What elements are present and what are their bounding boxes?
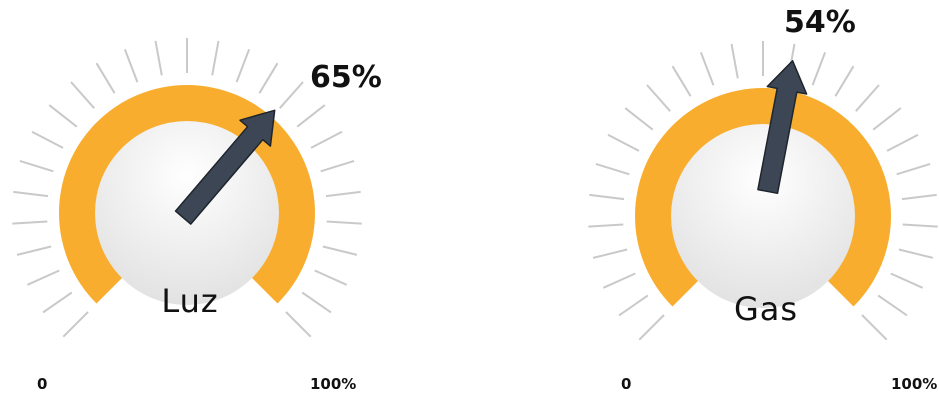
gauge-tick [855,84,880,112]
gauge-tick [902,223,938,228]
gauge-gas-ticks [588,41,938,341]
gauge-tick [123,49,139,83]
gauge-gas-value: 54% [784,5,856,40]
gauge-tick [320,159,355,173]
gauge-tick [595,162,630,176]
gauge-tick [607,133,640,152]
gauge-gas-face [671,124,855,308]
gauge-tick [19,159,54,173]
gauge-tick [624,107,654,131]
gauge-tick [901,193,937,201]
gauge-tick [326,220,362,225]
gauge-tick [872,107,902,131]
gauge-gas-label: Gas [733,290,799,328]
gauge-tick [16,245,52,256]
gauge-tick [877,294,908,317]
gauge-tick [314,269,348,286]
gauge-tick [310,130,343,149]
gauge-tick [62,311,89,338]
gauge-luz-ticks [12,38,362,338]
gauge-gas-needle-arrow-icon [757,60,808,195]
gauge-tick [70,81,95,109]
gauge-tick [592,248,628,259]
gauge-tick [699,52,715,86]
gauge-tick [861,314,888,341]
gauge-luz: Luz 65% 0 100% [0,0,382,393]
gauge-tick [890,272,924,289]
gauge-tick [886,133,919,152]
gauge-tick [13,190,49,198]
gauge-tick [325,190,361,198]
gauge-tick [31,130,64,149]
gauge-tick [811,52,827,86]
gauge-gas-scale-min: 0 [621,375,632,393]
gauge-tick [42,291,73,314]
gauge-tick [235,49,251,83]
gauge-luz-scale-max: 100% [310,375,357,393]
gauge-tick [589,193,625,201]
gauge-tick [834,65,855,97]
gauge-tick [154,40,163,76]
gauge-luz-dial [12,38,362,338]
gauge-luz-value: 65% [310,60,382,95]
gauge-gas: Gas 54% 0 100% [576,0,939,393]
gauge-tick [95,62,116,94]
gauge-tick [898,248,934,259]
gauge-luz-scale-min: 0 [37,375,48,393]
gauge-tick [26,269,60,286]
gauge-tick [896,162,931,176]
gauge-luz-label: Luz [161,282,219,320]
gauge-tick [646,84,671,112]
gauge-tick [588,223,624,228]
gauge-gas-dial [588,41,938,341]
gauge-tick [279,81,304,109]
gauge-gas-scale-max: 100% [891,375,938,393]
gauge-tick [638,314,665,341]
gauge-tick [12,220,48,225]
gauge-tick [618,294,649,317]
gauge-tick [211,40,220,76]
gauge-luz-needle-arrow-icon [174,109,276,225]
gauge-tick [730,43,739,79]
gauge-gas-arc [635,88,891,307]
gauge-tick [296,104,326,128]
gauge-tick [285,311,312,338]
gauge-tick [602,272,636,289]
gauge-tick [301,291,332,314]
gauge-tick [48,104,78,128]
gauge-tick [258,62,279,94]
gauge-tick [322,245,358,256]
gauge-tick [671,65,692,97]
